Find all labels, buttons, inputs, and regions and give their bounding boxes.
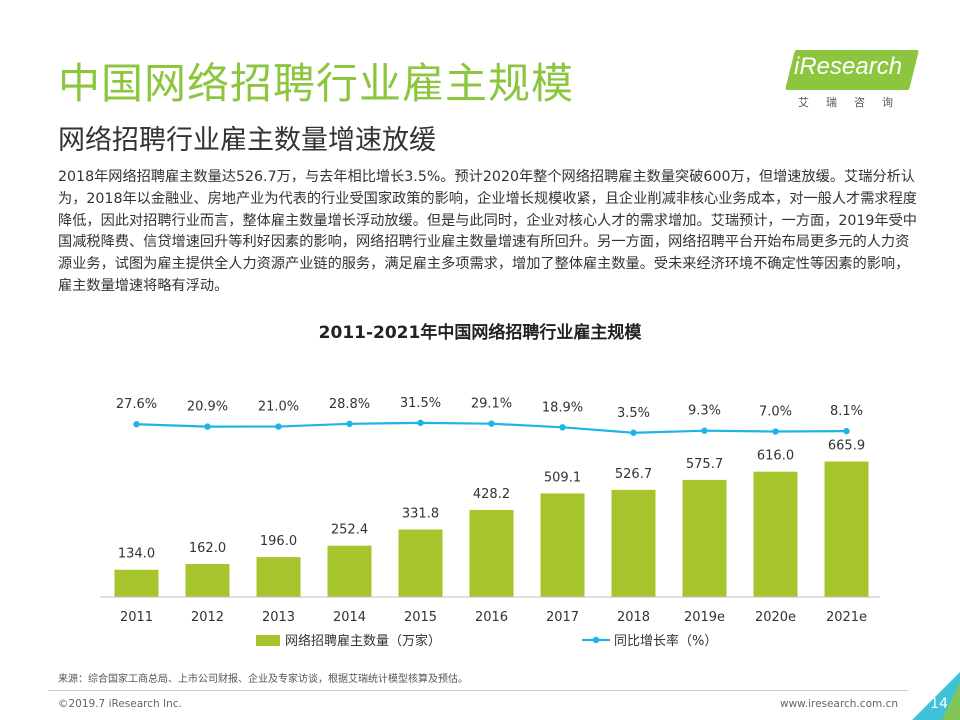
footer-divider bbox=[48, 690, 908, 691]
growth-label-2020e: 7.0% bbox=[759, 405, 792, 420]
bar-label-2012: 162.0 bbox=[189, 541, 226, 556]
bar-label-2019e: 575.7 bbox=[686, 457, 723, 472]
legend-bar-label: 网络招聘雇主数量（万家） bbox=[285, 633, 441, 649]
chart-title: 2011-2021年中国网络招聘行业雇主规模 bbox=[318, 323, 642, 343]
page-title: 中国网络招聘行业雇主规模 bbox=[58, 59, 575, 108]
source-note: 来源：综合国家工商总局、上市公司财报、企业及专家访谈，根据艾瑞统计模型核算及预估… bbox=[58, 674, 468, 685]
growth-label-2016: 29.1% bbox=[471, 397, 512, 412]
x-tick-2017: 2017 bbox=[546, 610, 579, 625]
x-tick-2011: 2011 bbox=[120, 610, 153, 625]
x-tick-2018: 2018 bbox=[617, 610, 650, 625]
bar-label-2020e: 616.0 bbox=[757, 449, 794, 464]
bar-2016 bbox=[469, 509, 514, 597]
x-tick-2014: 2014 bbox=[333, 610, 366, 625]
growth-label-2013: 21.0% bbox=[258, 400, 299, 415]
growth-label-2019e: 9.3% bbox=[688, 404, 721, 419]
legend-line-label: 同比增长率（%） bbox=[614, 633, 717, 649]
bar-2021e bbox=[824, 461, 869, 597]
iresearch-logo: iResearch 艾瑞咨询 bbox=[780, 50, 920, 112]
growth-label-2021e: 8.1% bbox=[830, 404, 863, 419]
corner-decoration bbox=[912, 672, 960, 720]
growth-point-2017 bbox=[559, 424, 566, 431]
page-number: 14 bbox=[930, 696, 948, 712]
growth-point-2013 bbox=[275, 423, 282, 430]
bar-2017 bbox=[540, 493, 585, 597]
x-tick-2020e: 2020e bbox=[755, 610, 796, 625]
bar-label-2014: 252.4 bbox=[331, 523, 368, 538]
growth-label-2012: 20.9% bbox=[187, 400, 228, 415]
growth-point-2019e bbox=[701, 427, 708, 434]
growth-point-2014 bbox=[346, 420, 353, 428]
chart-legend: 网络招聘雇主数量（万家） 同比增长率（%） bbox=[256, 633, 717, 649]
growth-label-2015: 31.5% bbox=[400, 396, 441, 411]
bars-layer: 134.0 162.0 196.0 252.4 331.8 428.2 509.1 526.7… bbox=[114, 439, 869, 597]
growth-label-2014: 28.8% bbox=[329, 397, 370, 412]
x-tick-2012: 2012 bbox=[191, 610, 224, 625]
bar-2020e bbox=[753, 471, 798, 597]
logo-tagline: 艾瑞咨询 bbox=[798, 96, 910, 109]
x-tick-2016: 2016 bbox=[475, 610, 508, 625]
growth-point-2016 bbox=[488, 420, 495, 427]
x-tick-2021e: 2021e bbox=[826, 610, 867, 625]
bar-label-2016: 428.2 bbox=[473, 487, 510, 502]
website-url: www.iresearch.com.cn bbox=[779, 698, 898, 710]
bar-label-2017: 509.1 bbox=[544, 470, 581, 485]
bar-label-2021e: 665.9 bbox=[828, 439, 865, 454]
x-tick-2013: 2013 bbox=[262, 610, 295, 625]
growth-label-2018: 3.5% bbox=[617, 406, 650, 421]
growth-point-2018 bbox=[630, 429, 637, 436]
bar-2014 bbox=[327, 545, 372, 597]
bar-2019e bbox=[682, 479, 727, 597]
legend-bar-swatch bbox=[256, 635, 280, 646]
bar-2018 bbox=[611, 489, 656, 597]
bar-2012 bbox=[185, 564, 230, 597]
bar-2015 bbox=[398, 529, 443, 597]
growth-point-2021e bbox=[843, 427, 850, 435]
growth-point-2012 bbox=[204, 423, 211, 430]
x-axis-ticks: 2011 2012 2013 2014 2015 2016 2017 2018 2019e 202… bbox=[120, 610, 867, 625]
growth-label-2011: 27.6% bbox=[116, 397, 157, 412]
bar-label-2018: 526.7 bbox=[615, 467, 652, 482]
bar-2013 bbox=[256, 557, 301, 597]
page-subtitle: 网络招聘行业雇主数量增速放缓 bbox=[58, 125, 436, 156]
bar-label-2011: 134.0 bbox=[118, 547, 155, 562]
logo-brand: iResearch bbox=[794, 53, 903, 80]
x-tick-2019e: 2019e bbox=[684, 610, 725, 625]
body-paragraph: 2018年网络招聘雇主数量达526.7万，与去年相比增长3.5%。预计2020年… bbox=[58, 169, 917, 294]
copyright-text: ©2019.7 iResearch Inc. bbox=[58, 698, 182, 710]
bar-label-2015: 331.8 bbox=[402, 507, 439, 522]
bar-2011 bbox=[114, 569, 159, 597]
growth-point-2015 bbox=[417, 419, 424, 427]
growth-line-layer: 27.6% 20.9% 21.0% 28.8% 31.5% 29.1% 18.9% 3.5% 9… bbox=[116, 396, 863, 436]
bar-label-2013: 196.0 bbox=[260, 534, 297, 549]
growth-label-2017: 18.9% bbox=[542, 400, 583, 415]
growth-point-2011 bbox=[133, 421, 140, 428]
growth-point-2020e bbox=[772, 428, 779, 435]
x-tick-2015: 2015 bbox=[404, 610, 437, 625]
legend-line-marker bbox=[592, 636, 600, 644]
